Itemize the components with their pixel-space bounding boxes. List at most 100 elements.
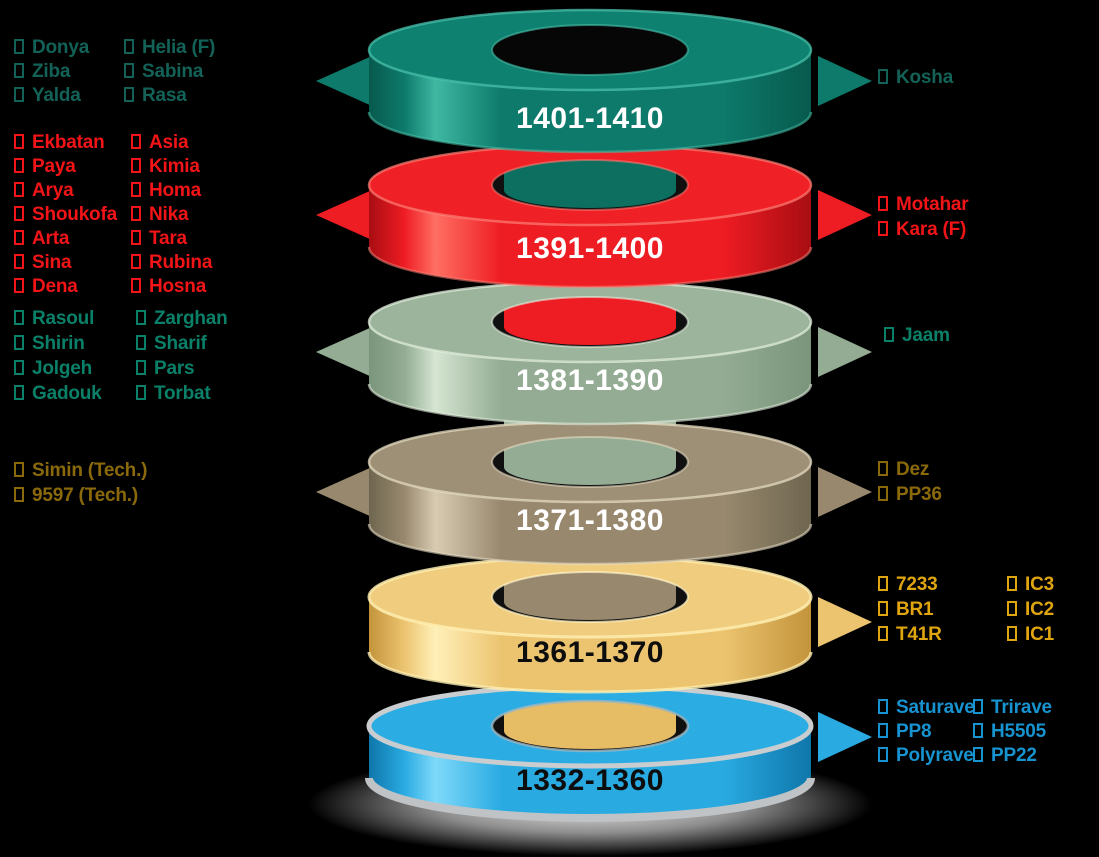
list-item: Rubina (131, 251, 212, 275)
list-item: H5505 (973, 720, 1052, 744)
ring-side (369, 185, 811, 287)
box-glyph-icon (1007, 576, 1017, 591)
right-arrow-1391-1400 (818, 190, 872, 240)
list-item-label: Motahar (896, 194, 969, 215)
right-arrow-1371-1380 (818, 467, 872, 517)
list-item: Torbat (136, 381, 228, 406)
ring-outer-rim (367, 8, 813, 92)
list-item: Kimia (131, 155, 212, 179)
right-arrow-1401-1410 (818, 56, 872, 106)
list-item: Hosna (131, 275, 212, 299)
box-glyph-icon (973, 723, 983, 738)
list-item-label: 9597 (Tech.) (32, 485, 139, 506)
list-item-label: Homa (149, 180, 201, 201)
list-item-label: Helia (F) (142, 37, 216, 58)
right-list-1332-1360-col1: Saturave PP8 Polyrave (878, 696, 975, 768)
right-list-1361-1370-col2: IC3 IC2 IC1 (1007, 572, 1054, 647)
box-glyph-icon (14, 158, 24, 173)
list-item: Simin (Tech.) (14, 458, 147, 483)
box-glyph-icon (131, 134, 141, 149)
list-item: Gadouk (14, 381, 102, 406)
left-list-1401-1410-col1: Donya Ziba Yalda (14, 36, 89, 108)
list-item: 7233 (878, 572, 942, 597)
list-item-label: Ekbatan (32, 132, 105, 153)
list-item: Ekbatan (14, 131, 117, 155)
list-item: Helia (F) (124, 36, 215, 60)
box-glyph-icon (124, 39, 134, 54)
box-glyph-icon (14, 63, 24, 78)
box-glyph-icon (131, 182, 141, 197)
list-item: Rasoul (14, 306, 102, 331)
box-glyph-icon (131, 206, 141, 221)
list-item-label: PP36 (896, 484, 942, 505)
right-list-1391-1400-col1: Motahar Kara (F) (878, 192, 969, 242)
ring-top-surface (369, 686, 811, 766)
list-item: IC2 (1007, 597, 1054, 622)
list-item: Dena (14, 275, 117, 299)
list-item-label: PP22 (991, 745, 1037, 766)
ring-hole-shadow (492, 25, 688, 75)
list-item-label: Trirave (991, 697, 1052, 718)
right-arrow-1361-1370 (818, 597, 872, 647)
ring-top-surface (369, 422, 811, 502)
list-item: Arta (14, 227, 117, 251)
ring-side (369, 322, 811, 424)
left-arrow-1371-1380 (316, 467, 372, 517)
ring-top-surface (369, 557, 811, 637)
box-glyph-icon (14, 360, 24, 375)
list-item: 9597 (Tech.) (14, 483, 147, 508)
box-glyph-icon (14, 335, 24, 350)
box-glyph-icon (131, 230, 141, 245)
box-glyph-icon (136, 335, 146, 350)
ring-bottom-rim (367, 523, 813, 566)
list-item-label: IC3 (1025, 574, 1054, 595)
ring-bottom-rim (367, 111, 813, 154)
box-glyph-icon (14, 134, 24, 149)
box-glyph-icon (14, 39, 24, 54)
box-glyph-icon (131, 278, 141, 293)
box-glyph-icon (14, 278, 24, 293)
box-glyph-icon (878, 69, 888, 84)
ring-top-surface (369, 145, 811, 225)
list-item: Zarghan (136, 306, 228, 331)
ring-label-1332-1360: 1332-1360 (516, 764, 664, 797)
list-item-label: Donya (32, 37, 90, 58)
box-glyph-icon (131, 254, 141, 269)
box-glyph-icon (1007, 626, 1017, 641)
list-item-label: Dez (896, 459, 930, 480)
box-glyph-icon (878, 461, 888, 476)
list-item-label: Simin (Tech.) (32, 460, 148, 481)
list-item-label: Asia (149, 132, 189, 153)
box-glyph-icon (1007, 601, 1017, 616)
list-item-label: T41R (896, 624, 942, 645)
ring-bottom-rim (365, 777, 815, 822)
list-item: PP8 (878, 720, 975, 744)
box-glyph-icon (136, 360, 146, 375)
list-item-label: Pars (154, 358, 195, 379)
ring-bottom-rim (367, 651, 813, 694)
box-glyph-icon (878, 626, 888, 641)
box-glyph-icon (878, 196, 888, 211)
list-item-label: Sabina (142, 61, 204, 82)
list-item-label: Kosha (896, 67, 954, 88)
left-list-1401-1410-col2: Helia (F) Sabina Rasa (124, 36, 215, 108)
box-glyph-icon (884, 327, 894, 342)
list-item-label: Paya (32, 156, 76, 177)
ring-label-1401-1410: 1401-1410 (516, 102, 664, 135)
list-item-label: Shirin (32, 333, 85, 354)
list-item-label: Tara (149, 228, 187, 249)
list-item: Tara (131, 227, 212, 251)
box-glyph-icon (14, 462, 24, 477)
ring-side (369, 726, 811, 818)
list-item: Pars (136, 356, 228, 381)
left-list-1371-1380-col1: Simin (Tech.) 9597 (Tech.) (14, 458, 147, 508)
list-item: T41R (878, 622, 942, 647)
list-item-label: Gadouk (32, 383, 102, 404)
list-item: Kosha (878, 66, 953, 90)
ring-hole-rim (491, 436, 689, 488)
list-item-label: Rasoul (32, 308, 95, 329)
ring-side (369, 50, 811, 152)
list-item: Motahar (878, 192, 969, 217)
list-item: Donya (14, 36, 89, 60)
list-item: Kara (F) (878, 217, 969, 242)
